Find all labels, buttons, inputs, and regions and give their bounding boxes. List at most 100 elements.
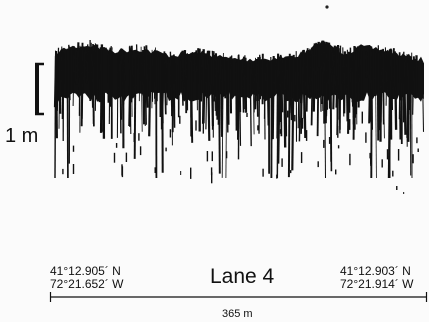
echo-strand [370,46,374,130]
echo-strand [58,52,62,114]
transect-length-label: 365 m [222,308,253,320]
echo-fragment [190,167,192,179]
echo-strand [185,53,188,88]
echo-strand [297,55,300,129]
echo-fragment [139,146,142,156]
deep-echo-mark [180,171,182,175]
echo-strand [412,56,415,115]
echo-fragment [337,145,340,149]
echo-strand [161,54,164,173]
echo-fragment [290,170,292,174]
echo-strand [406,60,409,138]
lane-title: Lane 4 [210,265,275,288]
echo-fragment [113,152,116,163]
echo-fragment [206,151,209,162]
echo-fragment [352,116,355,125]
echo-strand [392,51,396,78]
echo-fragment [300,152,303,163]
echo-strand [135,44,138,69]
echo-strand [81,50,85,119]
echo-strand [253,57,256,113]
echo-fragment [337,125,339,138]
isolated-echoes [180,5,405,194]
echo-fragment [349,119,351,130]
echo-strand [91,46,95,67]
echo-fragment [211,172,213,184]
echo-fragment [305,130,308,141]
echo-fragment [262,168,264,177]
echo-strand [205,52,208,130]
echo-strand [323,40,325,65]
echo-strand [173,57,176,128]
echo-fragment [294,114,296,122]
echo-strand [203,58,207,90]
echo-strand [223,58,227,99]
echo-fragment [154,167,156,173]
echo-strand [380,52,384,123]
echo-strand [342,55,346,85]
echo-strand [287,53,291,178]
echo-fragment [179,115,181,124]
end-latitude: 41°12.903´ N [340,264,411,278]
echo-strand [90,42,94,108]
echo-returns [53,40,425,184]
echo-strand [283,60,286,92]
echo-strand [123,52,126,83]
echo-fragment [257,125,259,131]
echo-strand [84,46,88,84]
echo-strand [143,46,146,126]
echo-fragment [72,164,75,174]
echo-strand [53,52,57,108]
deep-echo-mark [396,186,398,190]
echo-fragment [276,174,278,179]
echo-strand [181,50,185,81]
echo-fragment [386,149,389,160]
echo-strand [80,42,84,127]
echo-strand [200,56,204,102]
echo-fragment [121,164,123,176]
echo-fragment [246,112,248,117]
echo-fragment [349,153,351,166]
echo-strand [385,55,388,106]
echo-strand [221,61,224,110]
echo-strand [154,47,156,105]
echo-strand [191,57,195,88]
end-longitude: 72°21.914´ W [340,277,414,291]
vertical-scale-label: 1 m [5,125,39,147]
echo-strand [332,49,336,75]
echo-strand [145,45,149,108]
echo-strand [382,48,385,125]
echo-strand [72,45,75,107]
echo-strand [328,42,331,109]
echo-strand [398,52,402,140]
echo-strand [217,58,221,174]
echo-fragment [133,132,135,142]
echo-strand [241,60,245,113]
echo-strand [225,61,228,179]
distance-scale-bar [49,292,428,302]
echo-fragment [279,129,282,134]
echo-fragment [93,117,95,127]
echo-strand [347,51,350,134]
echo-strand [140,46,143,132]
echo-strand [207,50,211,75]
echo-strand [116,54,119,138]
echo-strand [312,43,316,112]
echo-strand [130,45,134,90]
echo-strand [286,56,290,86]
echo-strand [310,47,314,126]
echo-fragment [125,152,128,162]
echo-fragment [416,137,418,144]
echo-strand [119,49,122,134]
echo-strand [109,46,112,107]
echo-strand [407,58,410,142]
echo-strand [236,55,240,116]
echo-fragment [237,108,239,117]
echo-strand [229,56,233,82]
echo-strand [345,49,348,94]
echo-strand [75,42,80,85]
echo-strand [336,48,340,131]
echo-fragment [408,107,410,115]
echo-strand [219,59,223,137]
